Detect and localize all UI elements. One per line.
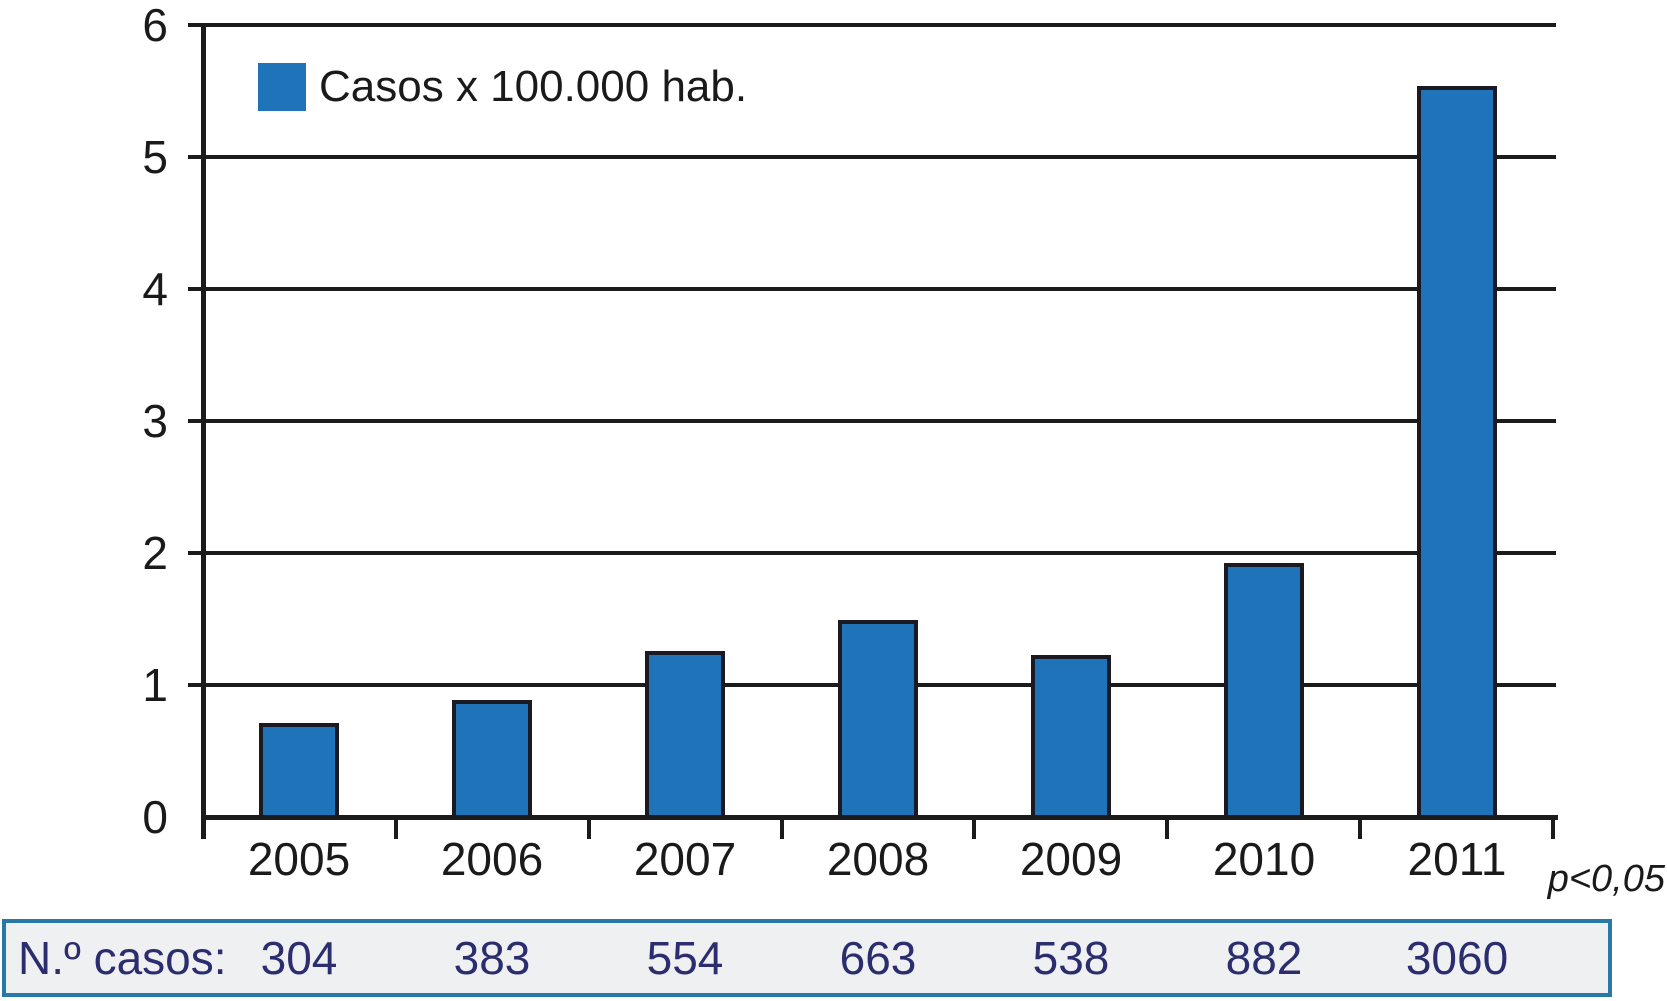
gridline-3	[188, 419, 1556, 423]
bar-2006	[452, 700, 532, 817]
p-value-annotation: p<0,05	[1547, 858, 1665, 900]
y-tick-label-1: 1	[142, 659, 168, 711]
bar-2010	[1224, 563, 1304, 817]
x-label-2007: 2007	[633, 833, 737, 885]
bar-2011	[1417, 86, 1497, 817]
x-axis-tick	[394, 818, 398, 839]
x-axis-tick	[1551, 818, 1555, 839]
x-axis-line	[201, 815, 1558, 820]
x-label-2010: 2010	[1212, 833, 1316, 885]
x-label-2009: 2009	[1019, 833, 1123, 885]
x-axis-tick	[780, 818, 784, 839]
legend: Casos x 100.000 hab.	[258, 63, 747, 111]
x-label-2006: 2006	[440, 833, 544, 885]
plot-area: Casos x 100.000 hab.	[188, 23, 1558, 839]
gridline-2	[188, 551, 1556, 555]
y-tick-label-3: 3	[142, 395, 168, 447]
bar-2005	[259, 723, 339, 817]
legend-label: Casos x 100.000 hab.	[319, 62, 748, 111]
x-label-2008: 2008	[826, 833, 930, 885]
bar-2008	[838, 620, 918, 817]
x-axis-tick	[1358, 818, 1362, 839]
bar-2009	[1031, 655, 1111, 817]
gridline-5	[188, 155, 1556, 159]
bar-2007	[645, 651, 725, 817]
legend-color-swatch-icon	[258, 63, 306, 111]
y-tick-label-5: 5	[142, 131, 168, 183]
count-2011: 3060	[1405, 932, 1509, 984]
y-tick-label-6: 6	[142, 0, 168, 51]
count-2009: 538	[1032, 932, 1110, 984]
gridline-6	[188, 23, 1556, 27]
x-axis-tick	[972, 818, 976, 839]
x-axis-tick	[587, 818, 591, 839]
y-axis-line	[201, 23, 206, 839]
x-label-2005: 2005	[247, 833, 351, 885]
x-label-2011: 2011	[1407, 833, 1507, 885]
cases-row-label: N.º casos:	[18, 932, 227, 984]
count-2007: 554	[646, 932, 724, 984]
gridline-4	[188, 287, 1556, 291]
count-2008: 663	[839, 932, 917, 984]
count-2005: 304	[260, 932, 338, 984]
y-tick-label-2: 2	[142, 527, 168, 579]
count-2006: 383	[453, 932, 531, 984]
y-tick-label-0: 0	[142, 791, 168, 843]
x-axis-tick	[1165, 818, 1169, 839]
y-tick-label-4: 4	[142, 263, 168, 315]
cases-count-table: N.º casos: 304 383 554 663 538 882 3060	[2, 919, 1612, 997]
count-2010: 882	[1225, 932, 1303, 984]
